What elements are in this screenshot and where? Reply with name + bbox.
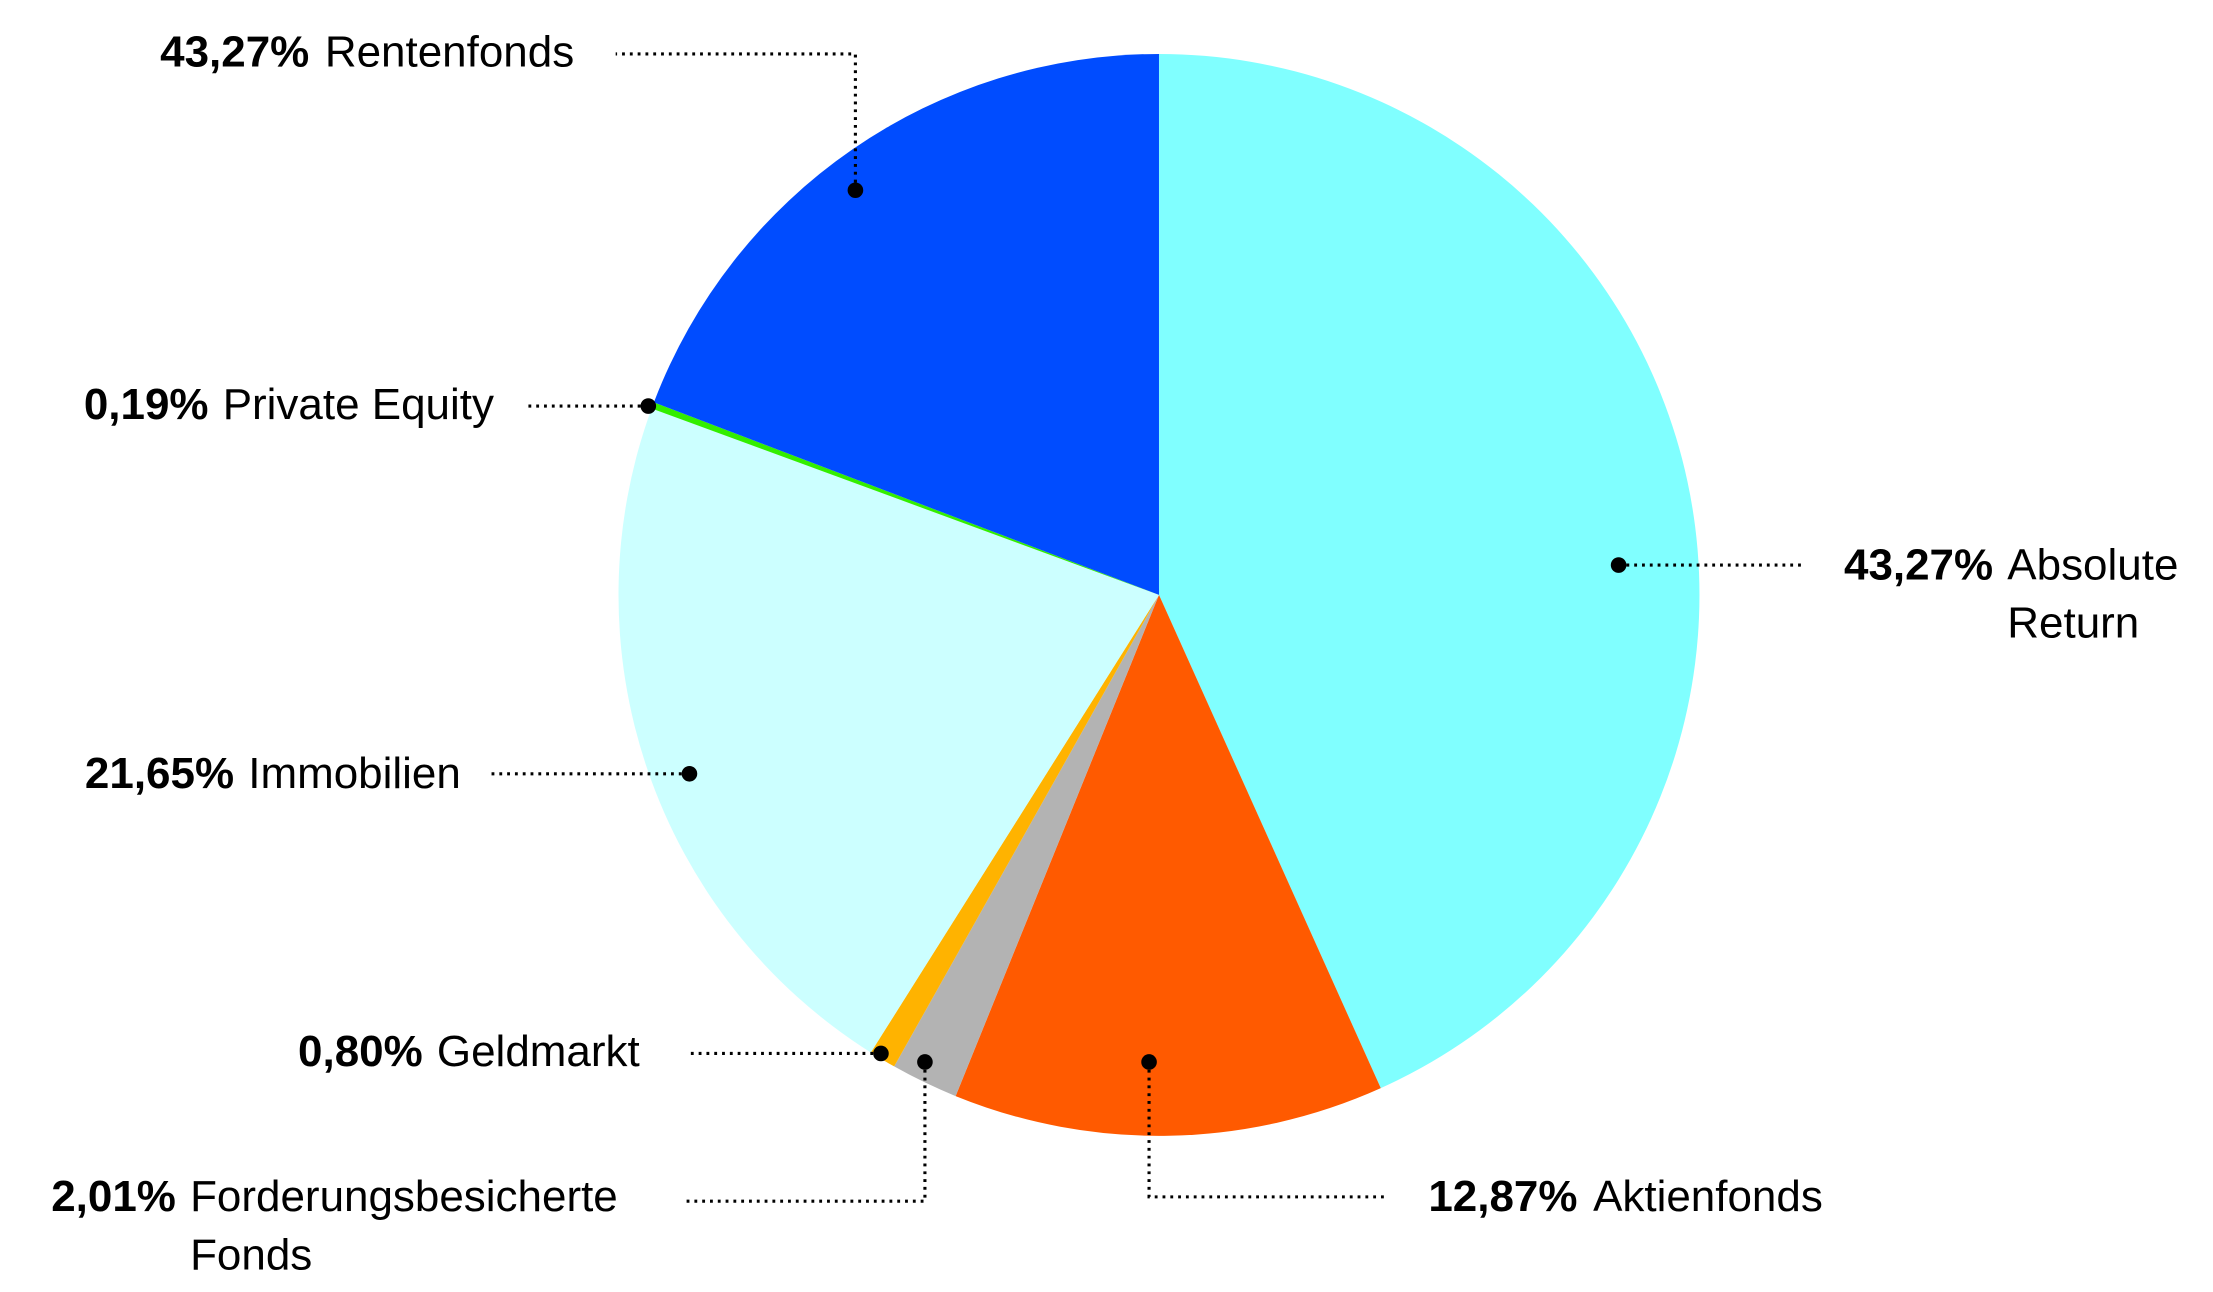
callout-geldmarkt: 0,80% Geldmarkt	[298, 1027, 889, 1076]
data-label-name: Return	[2007, 598, 2139, 647]
data-label-percent: 0,19%	[84, 380, 209, 429]
leader-dot	[873, 1045, 889, 1062]
slice-private-equity	[651, 402, 1159, 595]
slice-rentenfonds	[653, 53, 1159, 595]
leader-dot	[917, 1054, 933, 1070]
slice-aktienfonds	[955, 594, 1381, 1136]
callout-rentenfonds: 43,27% Rentenfonds	[160, 28, 864, 199]
data-label-name: Forderungsbesicherte	[190, 1172, 618, 1221]
data-label-name: Aktienfonds	[1593, 1172, 1823, 1221]
callout-immobilien: 21,65% Immobilien	[85, 749, 698, 798]
leader-dot	[1141, 1054, 1157, 1070]
leader-dot	[847, 182, 864, 199]
data-label-name: Absolute	[2007, 540, 2178, 589]
data-label-name: Immobilien	[248, 749, 461, 798]
leader-dot	[681, 765, 698, 782]
slice-immobilien	[618, 408, 1159, 1053]
data-label-percent: 43,27%	[1844, 540, 1993, 589]
data-label-percent: 43,27%	[160, 28, 309, 77]
data-label-name: Rentenfonds	[325, 28, 574, 77]
slice-geldmarkt	[870, 594, 1159, 1067]
slice-absolute-return	[1158, 53, 1700, 1089]
data-label-name: Private Equity	[223, 380, 494, 429]
leader-line	[1147, 1061, 1388, 1199]
leader-line	[686, 1061, 927, 1203]
data-label-percent: 2,01%	[51, 1172, 176, 1221]
data-label-percent: 12,87%	[1428, 1172, 1577, 1221]
callout-absolute-return: 43,27% Absolute Return	[1610, 540, 2178, 647]
leader-dot	[1610, 557, 1627, 573]
callout-forderungsbesicherte-fonds: 2,01% Forderungsbesicherte Fonds	[51, 1054, 933, 1279]
data-label-name: Geldmarkt	[437, 1027, 640, 1076]
leader-line	[615, 52, 857, 191]
leader-dot	[640, 398, 657, 414]
data-label-percent: 0,80%	[298, 1027, 423, 1076]
callout-aktienfonds: 12,87% Aktienfonds	[1141, 1054, 1823, 1221]
slice-forderungsbesicherte-fonds	[894, 594, 1159, 1097]
callout-private-equity: 0,19% Private Equity	[84, 380, 657, 429]
data-label-percent: 21,65%	[85, 749, 234, 798]
data-label-name: Fonds	[190, 1230, 312, 1279]
